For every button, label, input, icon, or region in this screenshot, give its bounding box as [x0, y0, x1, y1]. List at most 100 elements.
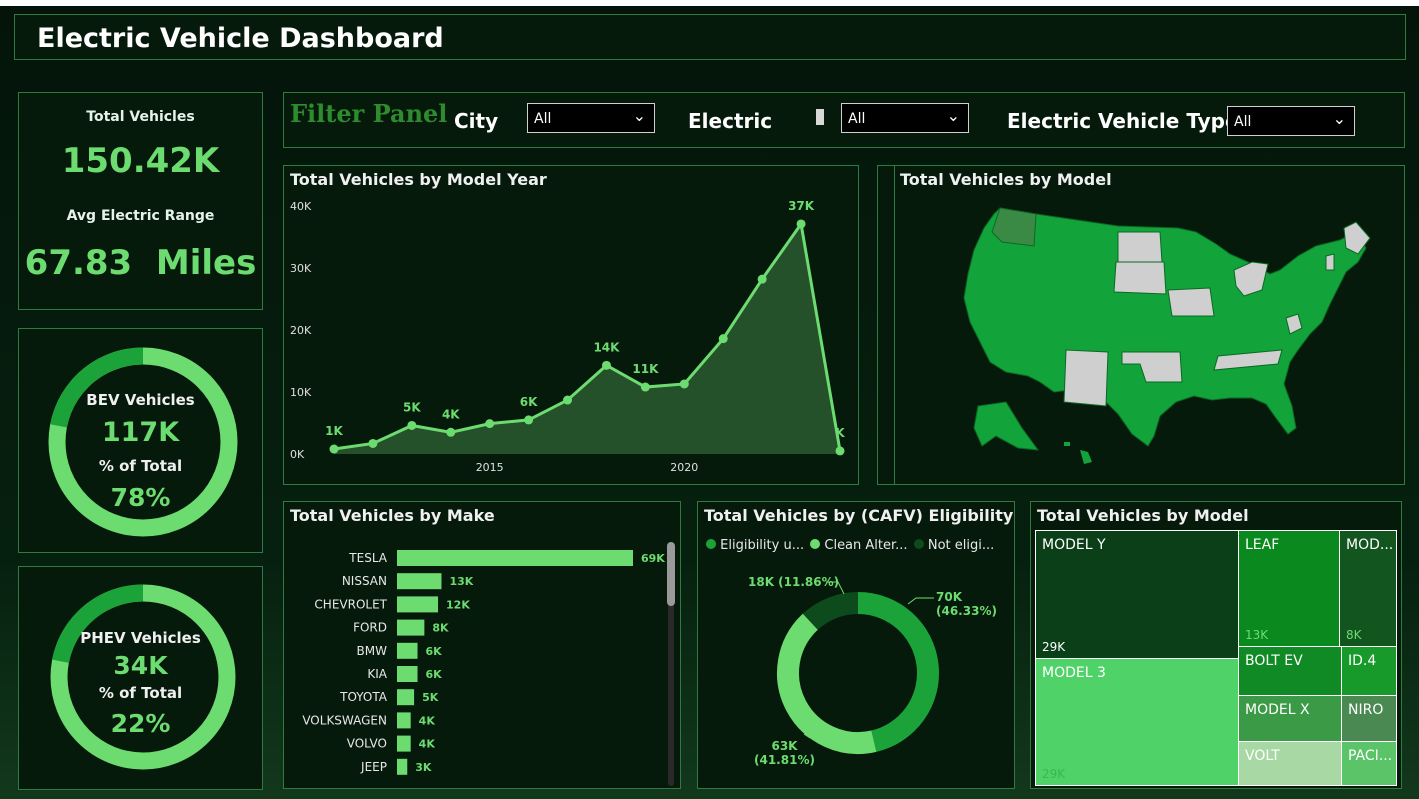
electric-select[interactable]: All ⌄: [841, 103, 969, 133]
slicer-handle[interactable]: [816, 109, 824, 125]
tile-label: MODEL X: [1245, 702, 1310, 718]
legend-item[interactable]: Not eligi...: [927, 538, 995, 553]
data-point[interactable]: [563, 395, 573, 405]
bar[interactable]: [397, 642, 418, 659]
bar[interactable]: [397, 573, 442, 590]
bar[interactable]: [397, 550, 633, 566]
data-point[interactable]: [524, 415, 534, 425]
michigan-shape[interactable]: [1233, 261, 1269, 297]
ev-type-select[interactable]: All ⌄: [1227, 106, 1355, 136]
page-title: Electric Vehicle Dashboard: [37, 23, 444, 54]
scrollbar-track[interactable]: [668, 542, 674, 786]
bar[interactable]: [397, 596, 439, 613]
bar[interactable]: [397, 666, 418, 682]
dashboard-header: Electric Vehicle Dashboard: [14, 14, 1406, 60]
oklahoma-shape[interactable]: [1121, 351, 1183, 383]
phev-donut-arc: [52, 584, 144, 664]
treemap-tile[interactable]: BOLT EV: [1238, 646, 1342, 696]
tennessee-shape[interactable]: [1213, 349, 1283, 371]
donut-slice[interactable]: [802, 592, 859, 631]
data-point[interactable]: [446, 427, 456, 437]
data-point[interactable]: [718, 334, 728, 344]
data-point[interactable]: [796, 219, 806, 229]
treemap-tile[interactable]: ID.4: [1341, 646, 1397, 696]
phev-value: 34K: [113, 651, 168, 680]
avg-range-label: Avg Electric Range: [66, 208, 215, 224]
scrollbar-thumb[interactable]: [667, 542, 675, 606]
x-tick-label: 2020: [670, 461, 698, 474]
phev-label: PHEV Vehicles: [80, 629, 201, 647]
phev-pct-label: % of Total: [98, 684, 183, 702]
data-point[interactable]: [835, 446, 845, 456]
usa-map[interactable]: [878, 166, 1404, 484]
category-label: KIA: [367, 667, 387, 681]
iowa-shape[interactable]: [1167, 287, 1215, 317]
ev-type-select-value: All: [1234, 114, 1252, 130]
data-point[interactable]: [407, 420, 417, 430]
new-mexico-shape[interactable]: [1063, 349, 1109, 407]
donut-slice[interactable]: [857, 592, 939, 752]
cafv-label-not-eligible: 18K (11.86%): [748, 575, 840, 589]
city-select-value: All: [534, 111, 552, 127]
maine-shape[interactable]: [1343, 221, 1371, 255]
data-point[interactable]: [679, 379, 689, 389]
treemap-tile[interactable]: MODEL 3 29K: [1035, 658, 1239, 786]
treemap-tile[interactable]: MODEL Y 29K: [1035, 530, 1239, 659]
model-year-chart: 0K 10K 20K 30K 40K 2015 2020 1K 5K 4K 6K 14K 11K 37K K: [290, 199, 845, 474]
north-dakota-shape[interactable]: [1117, 231, 1163, 263]
cafv-chart-panel: Total Vehicles by (CAFV) Eligibility Eli…: [697, 501, 1015, 789]
bar-value-label: 12K: [446, 598, 470, 611]
bar[interactable]: [397, 712, 411, 729]
bar[interactable]: [397, 689, 415, 706]
tile-label: BOLT EV: [1245, 653, 1303, 669]
treemap-tile[interactable]: MOD... 8K: [1339, 530, 1397, 647]
make-chart: TESLA 69K NISSAN 13K CHEVROLET 12K FORD 8K BMW 6K…: [302, 550, 665, 775]
hawaii-small-island[interactable]: [1064, 442, 1070, 446]
legend-item[interactable]: Eligibility u...: [720, 538, 805, 553]
cafv-label-pct: (46.33%): [936, 604, 997, 618]
cafv-label-value: 63K: [771, 739, 798, 753]
phev-donut: [50, 584, 236, 770]
bar-value-label: 69K: [641, 552, 665, 565]
category-label: BMW: [357, 644, 388, 658]
data-point[interactable]: [757, 274, 767, 284]
treemap-tile[interactable]: VOLT: [1238, 741, 1342, 786]
model-year-chart-panel: Total Vehicles by Model Year 0K 10K 20K 30K…: [283, 165, 859, 485]
data-point[interactable]: [601, 360, 611, 370]
electric-filter-label: Electric: [688, 109, 773, 133]
bar[interactable]: [397, 735, 411, 752]
bev-label: BEV Vehicles: [86, 391, 195, 409]
data-label: 37K: [788, 199, 815, 213]
chevron-down-icon: ⌄: [632, 106, 646, 125]
tile-label: MODEL 3: [1042, 665, 1106, 681]
city-select[interactable]: All ⌄: [527, 103, 655, 133]
alaska-shape[interactable]: [973, 401, 1040, 451]
bar[interactable]: [397, 758, 408, 775]
legend-item[interactable]: Clean Alter...: [824, 538, 908, 553]
treemap-tile[interactable]: PACI...: [1341, 741, 1397, 786]
legend-dot-icon: [810, 539, 821, 549]
bar[interactable]: [397, 619, 425, 636]
category-label: JEEP: [360, 760, 387, 774]
category-label: TOYOTA: [339, 690, 388, 704]
vermont-shape[interactable]: [1325, 253, 1335, 271]
treemap-tile[interactable]: MODEL X: [1238, 695, 1342, 742]
map-title: Total Vehicles by Model: [900, 170, 1112, 189]
west-virginia-shape[interactable]: [1285, 313, 1303, 335]
data-point[interactable]: [329, 444, 339, 454]
south-dakota-shape[interactable]: [1113, 261, 1167, 295]
bev-value: 117K: [101, 417, 180, 448]
tile-value: 29K: [1042, 640, 1066, 654]
treemap-tile[interactable]: NIRO: [1341, 695, 1397, 742]
tile-value: 8K: [1346, 628, 1362, 642]
top-menu-strip: [0, 0, 1419, 6]
donut-slice[interactable]: [777, 613, 877, 754]
hawaii-shape[interactable]: [1080, 450, 1092, 464]
washington-state-shape[interactable]: [991, 207, 1037, 247]
data-point[interactable]: [640, 382, 650, 392]
ev-type-filter-label: Electric Vehicle Type: [1007, 109, 1239, 133]
data-point[interactable]: [368, 438, 378, 448]
data-point[interactable]: [485, 419, 495, 429]
model-year-chart-title: Total Vehicles by Model Year: [290, 170, 547, 189]
treemap-tile[interactable]: LEAF 13K: [1238, 530, 1340, 647]
